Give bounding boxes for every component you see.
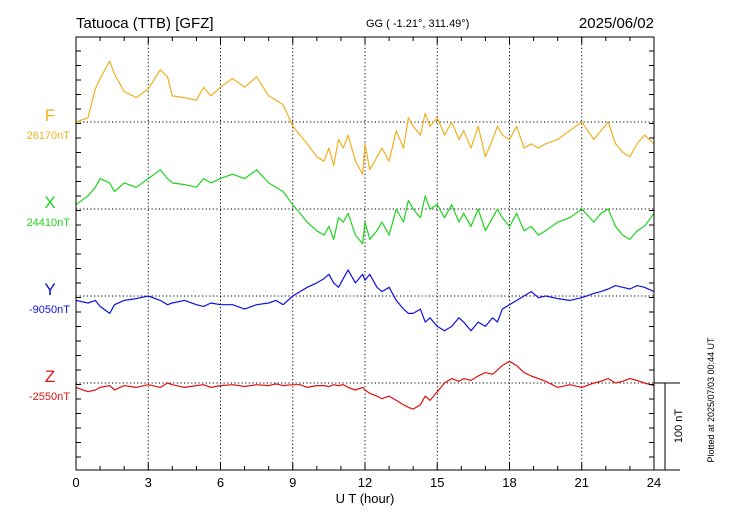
- traces: [75, 60, 655, 410]
- x-tick-label-21: 21: [575, 475, 589, 490]
- series-labels: F 26170nT X 24410nT Y -9050nT Z -2550nT: [27, 106, 71, 403]
- date-label: 2025/06/02: [579, 15, 654, 32]
- series-Z-line: [75, 360, 655, 410]
- coordinates-label: GG ( -1.21°, 311.49°): [366, 18, 469, 30]
- x-tick-label-0: 0: [72, 475, 79, 490]
- x-axis: 0 3 6 9 12 15 18 21 24: [72, 37, 661, 490]
- series-F-name: F: [45, 106, 55, 125]
- series-F-baseline-label: 26170nT: [27, 130, 71, 142]
- scale-bar: 100 nT: [654, 382, 685, 471]
- grid: [76, 37, 654, 470]
- station-title: Tatuoca (TTB) [GFZ]: [76, 15, 214, 32]
- plot-frame: [75, 36, 655, 471]
- x-tick-label-6: 6: [217, 475, 224, 490]
- x-tick-label-15: 15: [430, 475, 444, 490]
- series-X-baseline-label: 24410nT: [27, 217, 71, 229]
- series-Z-baseline-label: -2550nT: [29, 391, 70, 403]
- x-tick-label-9: 9: [289, 475, 296, 490]
- series-F-line: [75, 60, 655, 175]
- series-Y-baseline-label: -9050nT: [29, 304, 70, 316]
- series-Y-name: Y: [44, 280, 55, 299]
- series-X-name: X: [44, 193, 55, 212]
- x-axis-title: U T (hour): [336, 491, 395, 506]
- series-Z-name: Z: [45, 367, 55, 386]
- x-tick-label-12: 12: [358, 475, 372, 490]
- scale-bar-label: 100 nT: [673, 409, 685, 444]
- x-tick-label-18: 18: [502, 475, 516, 490]
- x-tick-label-3: 3: [145, 475, 152, 490]
- series-Y-line: [75, 269, 655, 332]
- series-X-line: [75, 169, 655, 245]
- plotted-timestamp: Plotted at 2025/07/03 00:44 UT: [706, 337, 716, 463]
- x-tick-label-24: 24: [647, 475, 661, 490]
